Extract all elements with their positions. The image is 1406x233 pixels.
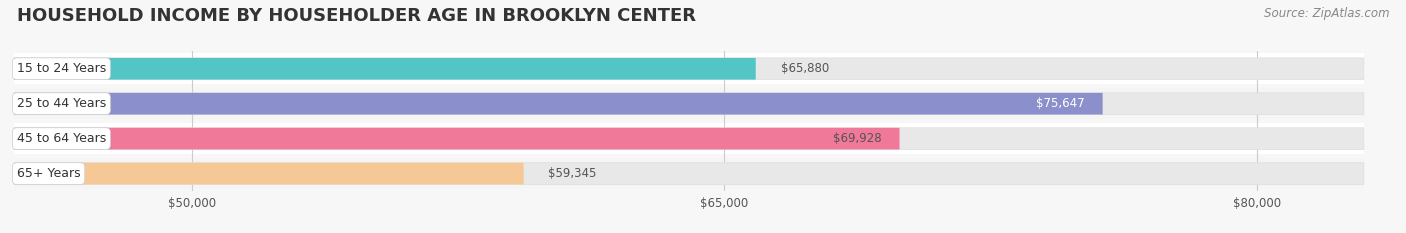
FancyBboxPatch shape bbox=[14, 128, 1364, 150]
Bar bbox=[14, 158, 1364, 189]
Text: 45 to 64 Years: 45 to 64 Years bbox=[17, 132, 105, 145]
Text: Source: ZipAtlas.com: Source: ZipAtlas.com bbox=[1264, 7, 1389, 20]
FancyBboxPatch shape bbox=[14, 163, 523, 185]
FancyBboxPatch shape bbox=[14, 58, 755, 80]
Text: 15 to 24 Years: 15 to 24 Years bbox=[17, 62, 105, 75]
Bar bbox=[14, 88, 1364, 119]
Text: $75,647: $75,647 bbox=[1036, 97, 1085, 110]
Text: $59,345: $59,345 bbox=[548, 167, 596, 180]
Bar bbox=[14, 53, 1364, 84]
FancyBboxPatch shape bbox=[14, 93, 1364, 115]
FancyBboxPatch shape bbox=[14, 93, 1102, 115]
FancyBboxPatch shape bbox=[14, 163, 1364, 185]
Text: HOUSEHOLD INCOME BY HOUSEHOLDER AGE IN BROOKLYN CENTER: HOUSEHOLD INCOME BY HOUSEHOLDER AGE IN B… bbox=[17, 7, 696, 25]
FancyBboxPatch shape bbox=[14, 58, 1364, 80]
Text: 25 to 44 Years: 25 to 44 Years bbox=[17, 97, 105, 110]
Text: $65,880: $65,880 bbox=[780, 62, 828, 75]
Bar bbox=[14, 123, 1364, 154]
Text: $69,928: $69,928 bbox=[834, 132, 882, 145]
FancyBboxPatch shape bbox=[14, 128, 900, 150]
Text: 65+ Years: 65+ Years bbox=[17, 167, 80, 180]
